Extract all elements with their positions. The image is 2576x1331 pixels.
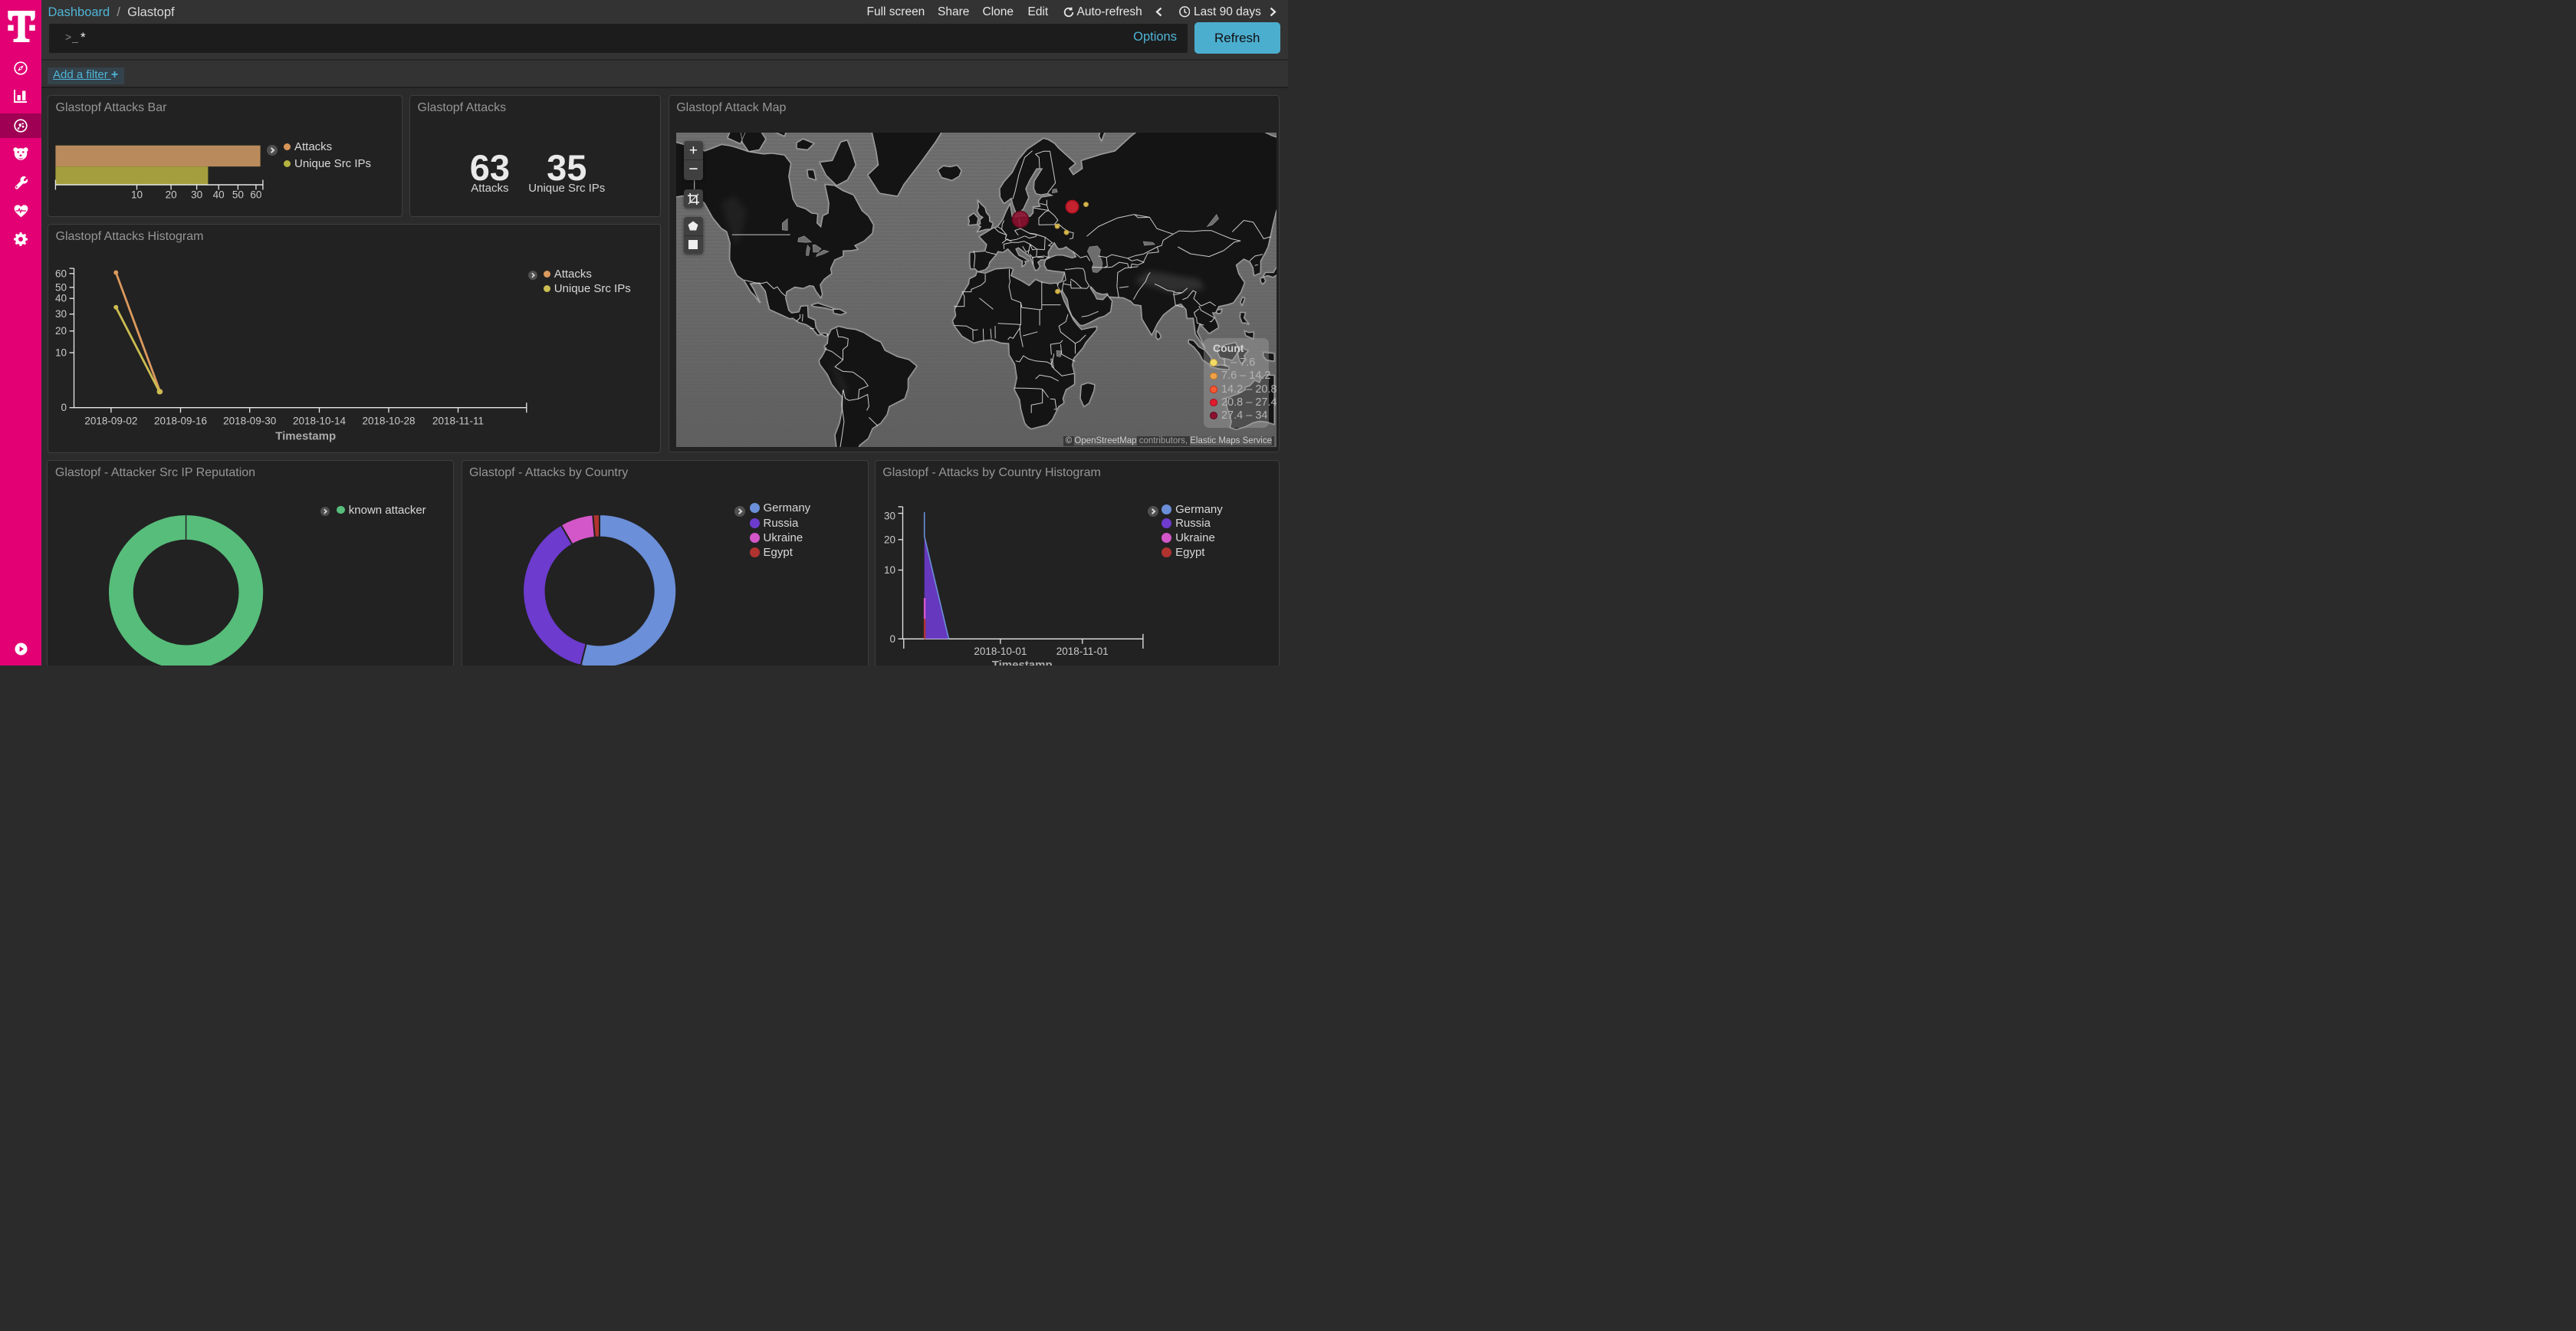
svg-text:2018-09-16: 2018-09-16 [154, 415, 207, 426]
svg-text:20: 20 [884, 534, 895, 545]
svg-text:Timestamp: Timestamp [992, 659, 1053, 666]
svg-text:30: 30 [55, 308, 67, 320]
svg-text:50: 50 [232, 189, 244, 200]
svg-text:0: 0 [61, 402, 67, 413]
svg-text:2018-11-01: 2018-11-01 [1056, 646, 1109, 657]
svg-text:40: 40 [55, 293, 67, 304]
svg-text:2018-10-01: 2018-10-01 [974, 646, 1027, 657]
svg-text:60: 60 [55, 268, 67, 279]
svg-text:2018-09-02: 2018-09-02 [84, 415, 137, 426]
svg-text:10: 10 [131, 189, 143, 200]
svg-text:2018-10-28: 2018-10-28 [362, 415, 415, 426]
svg-text:20: 20 [166, 189, 177, 200]
svg-text:10: 10 [884, 564, 895, 576]
svg-text:40: 40 [213, 189, 225, 200]
svg-text:2018-10-14: 2018-10-14 [293, 415, 347, 426]
svg-text:10: 10 [55, 347, 67, 359]
svg-text:50: 50 [55, 281, 67, 293]
svg-text:2018-09-30: 2018-09-30 [223, 415, 276, 426]
svg-text:60: 60 [250, 189, 261, 200]
svg-text:30: 30 [191, 189, 202, 200]
svg-text:Timestamp: Timestamp [275, 429, 336, 442]
svg-text:2018-11-11: 2018-11-11 [432, 415, 484, 426]
svg-text:30: 30 [884, 511, 895, 522]
svg-text:20: 20 [55, 325, 67, 337]
svg-text:0: 0 [889, 633, 895, 645]
